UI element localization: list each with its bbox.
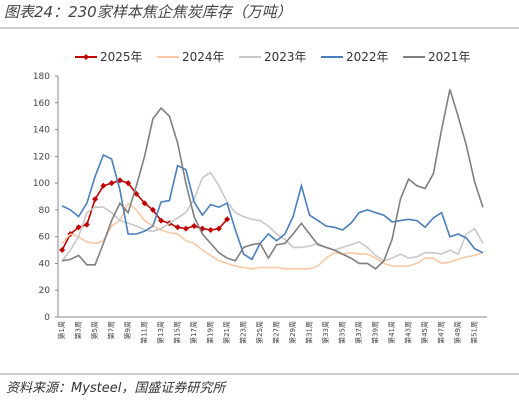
point: [158, 217, 165, 224]
y-tick-label: 80: [39, 206, 51, 216]
x-tick-label: 第23周: [239, 321, 248, 344]
x-tick-label: 第51周: [470, 321, 479, 344]
x-tick-label: 第3周: [74, 321, 83, 339]
y-tick-label: 140: [33, 126, 50, 136]
x-tick-label: 第5周: [90, 321, 99, 339]
point: [182, 225, 189, 232]
x-tick-label: 第17周: [189, 321, 198, 344]
x-tick-label: 第49周: [453, 321, 462, 344]
point: [149, 206, 156, 213]
source: 资料来源：Mysteel，国盛证券研究所: [6, 380, 227, 396]
series-line: [61, 201, 484, 270]
point: [215, 225, 222, 232]
point: [125, 180, 132, 187]
point: [174, 224, 181, 231]
x-tick-label: 第39周: [371, 321, 380, 344]
legend-label: 2022年: [346, 50, 389, 64]
point: [92, 196, 99, 203]
y-tick-label: 0: [44, 313, 50, 323]
x-tick-label: 第19周: [206, 321, 215, 344]
series-line: [61, 171, 484, 262]
x-tick-label: 第37周: [354, 321, 363, 344]
x-tick-label: 第27周: [272, 321, 281, 344]
point: [59, 247, 66, 254]
x-tick-label: 第35周: [338, 321, 347, 344]
point: [100, 182, 107, 189]
x-tick-label: 第45周: [420, 321, 429, 344]
x-tick-label: 第31周: [305, 321, 314, 344]
x-tick-label: 第41周: [387, 321, 396, 344]
point: [108, 180, 115, 187]
point: [207, 226, 214, 233]
x-tick-label: 第9周: [123, 321, 132, 339]
y-tick-label: 40: [39, 259, 51, 269]
x-tick-label: 第7周: [107, 321, 116, 339]
x-tick-label: 第1周: [57, 321, 66, 339]
x-tick-label: 第11周: [140, 321, 149, 344]
y-tick-label: 20: [39, 286, 51, 296]
x-tick-label: 第33周: [321, 321, 330, 344]
y-tick-label: 60: [39, 233, 51, 243]
y-tick-label: 120: [33, 152, 50, 162]
legend-label: 2021年: [428, 50, 471, 64]
x-tick-label: 第21周: [222, 321, 231, 344]
series-line: [61, 153, 484, 261]
series-line: [61, 89, 484, 270]
legend-label: 2024年: [182, 50, 225, 64]
y-tick-label: 160: [33, 99, 50, 109]
y-tick-label: 100: [33, 179, 50, 189]
chart-title: 图表24：230家样本焦企焦炭库存（万吨）: [4, 3, 292, 21]
point: [191, 222, 198, 229]
x-tick-label: 第25周: [255, 321, 264, 344]
x-tick-label: 第29周: [288, 321, 297, 344]
x-tick-label: 第43周: [404, 321, 413, 344]
legend-label: 2023年: [264, 50, 307, 64]
point: [83, 221, 90, 228]
x-tick-label: 第15周: [173, 321, 182, 344]
x-tick-label: 第47周: [437, 321, 446, 344]
point: [141, 200, 148, 207]
y-tick-label: 180: [33, 72, 50, 82]
x-tick-label: 第13周: [156, 321, 165, 344]
legend-label: 2025年: [100, 50, 143, 64]
legend-marker: [83, 54, 89, 60]
point: [224, 216, 231, 223]
point: [75, 224, 82, 231]
